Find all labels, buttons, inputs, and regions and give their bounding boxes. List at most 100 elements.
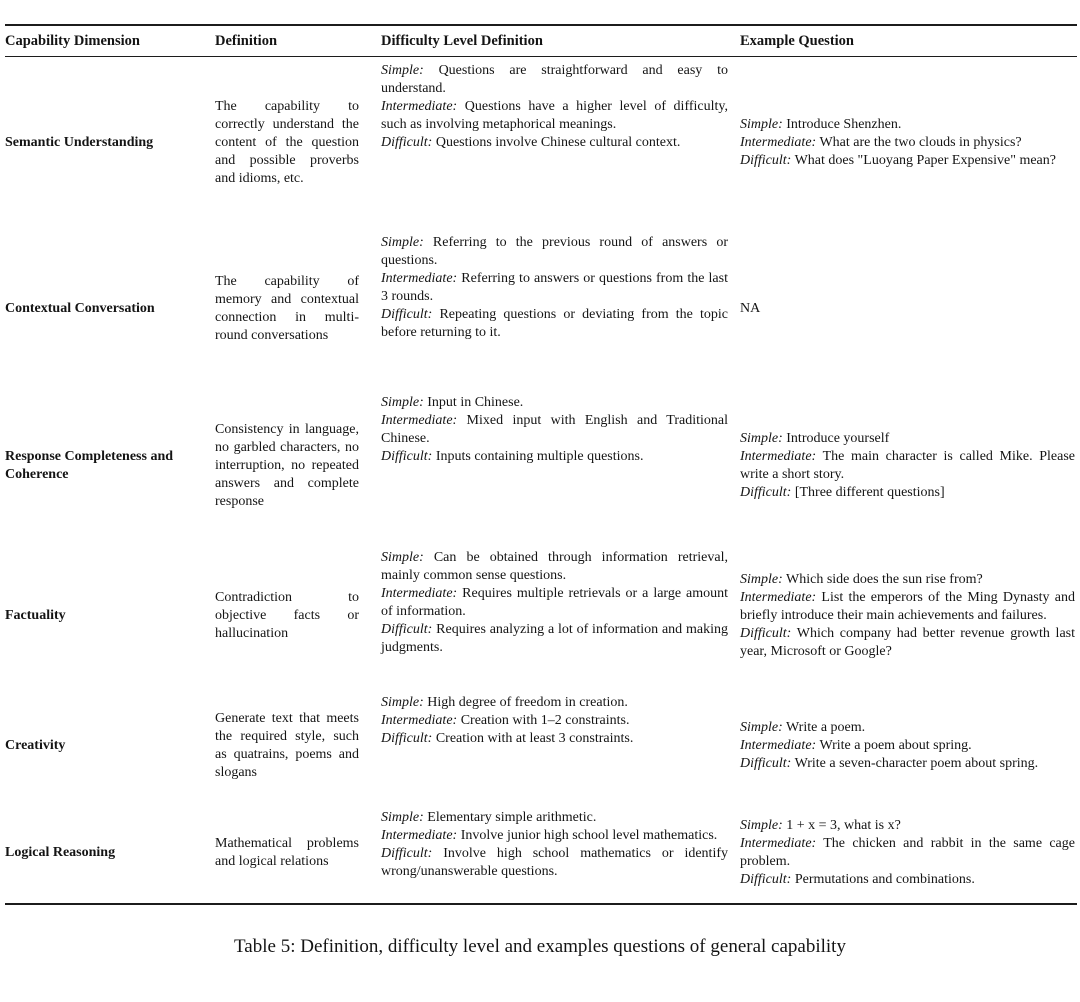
level-entry: Difficult: Write a seven-character poem … bbox=[740, 756, 1039, 771]
level-label: Difficult: bbox=[740, 626, 792, 641]
level-label: Simple: bbox=[381, 394, 424, 410]
cell-difficulty-level-definition: Simple: Can be obtained through informat… bbox=[381, 544, 740, 689]
cell-capability-dimension: Factuality bbox=[5, 608, 66, 623]
level-entry: Simple: 1 + x = 3, what is x? bbox=[740, 818, 901, 833]
level-label: Simple: bbox=[381, 549, 424, 565]
level-label: Intermediate: bbox=[381, 712, 458, 728]
level-entry: Simple: Referring to the previous round … bbox=[381, 234, 728, 268]
level-label: Intermediate: bbox=[381, 99, 458, 114]
level-entry: Simple: Input in Chinese. bbox=[381, 394, 524, 410]
level-entry: Simple: Can be obtained through informat… bbox=[381, 549, 728, 583]
cell-definition: The capability of memory and contextual … bbox=[215, 273, 359, 343]
cell-difficulty-level-definition: Simple: Elementary simple arithmetic. Int… bbox=[381, 804, 740, 904]
table-row: Creativity Generate text that meets the r… bbox=[5, 689, 1077, 804]
cell-difficulty-level-definition: Simple: Referring to the previous round … bbox=[381, 229, 740, 389]
level-entry: Simple: Questions are straightforward an… bbox=[381, 63, 728, 96]
level-label: Simple: bbox=[381, 694, 424, 710]
col-header-difficulty-level-definition: Difficulty Level Definition bbox=[381, 25, 740, 57]
level-label: Difficult: bbox=[381, 448, 433, 464]
level-label: Intermediate: bbox=[381, 827, 458, 843]
level-label: Intermediate: bbox=[740, 134, 817, 150]
level-label: Simple: bbox=[381, 809, 424, 825]
table-row: Semantic Understanding The capability to … bbox=[5, 57, 1077, 229]
level-entry: Intermediate: Mixed input with English a… bbox=[381, 412, 728, 446]
table-row: Contextual Conversation The capability of… bbox=[5, 229, 1077, 389]
level-label: Intermediate: bbox=[381, 412, 458, 428]
cell-example-question: Simple: Which side does the sun rise fro… bbox=[740, 544, 1077, 689]
cell-capability-dimension: Logical Reasoning bbox=[5, 845, 116, 860]
col-header-example-question: Example Question bbox=[740, 25, 1077, 57]
cell-example-question: Simple: Introduce yourself Intermediate: … bbox=[740, 389, 1077, 544]
level-entry: Simple: Which side does the sun rise fro… bbox=[740, 572, 983, 587]
level-entry: Difficult: Inputs containing multiple qu… bbox=[381, 448, 644, 464]
level-label: Simple: bbox=[740, 116, 783, 132]
table-header: Capability Dimension Definition Difficul… bbox=[5, 25, 1077, 57]
level-label: Intermediate: bbox=[740, 590, 817, 605]
cell-difficulty-level-definition: Simple: Questions are straightforward an… bbox=[381, 57, 740, 229]
cell-capability-dimension: Semantic Understanding bbox=[5, 134, 154, 150]
cell-definition: Contradiction to objective facts or hall… bbox=[215, 590, 359, 641]
cell-example-question: Simple: 1 + x = 3, what is x? Intermediat… bbox=[740, 804, 1077, 904]
capability-table-container: Capability Dimension Definition Difficul… bbox=[5, 24, 1077, 905]
table-body: Semantic Understanding The capability to … bbox=[5, 57, 1077, 904]
col-header-definition: Definition bbox=[215, 25, 381, 57]
cell-example-question: NA bbox=[740, 300, 761, 316]
level-entry: Difficult: Questions involve Chinese cul… bbox=[381, 135, 681, 150]
level-entry: Simple: Elementary simple arithmetic. bbox=[381, 809, 597, 825]
header-row: Capability Dimension Definition Difficul… bbox=[5, 25, 1077, 57]
level-label: Difficult: bbox=[381, 135, 433, 150]
level-entry: Intermediate: Involve junior high school… bbox=[381, 827, 718, 843]
level-label: Intermediate: bbox=[740, 836, 817, 851]
cell-definition: Generate text that meets the required st… bbox=[215, 711, 359, 780]
level-label: Intermediate: bbox=[740, 449, 817, 464]
level-entry: Intermediate: What are the two clouds in… bbox=[740, 134, 1022, 150]
level-entry: Simple: Write a poem. bbox=[740, 720, 866, 735]
level-entry: Difficult: Permutations and combinations… bbox=[740, 872, 975, 887]
level-label: Simple: bbox=[381, 63, 424, 78]
level-entry: Intermediate: Requires multiple retrieva… bbox=[381, 585, 728, 619]
level-entry: Simple: Introduce Shenzhen. bbox=[740, 116, 902, 132]
level-entry: Simple: Introduce yourself bbox=[740, 431, 890, 446]
table-row: Response Completeness and Coherence Consi… bbox=[5, 389, 1077, 544]
cell-difficulty-level-definition: Simple: High degree of freedom in creati… bbox=[381, 689, 740, 804]
col-header-capability-dimension: Capability Dimension bbox=[5, 25, 215, 57]
level-entry: Difficult: [Three different questions] bbox=[740, 485, 945, 500]
level-entry: Intermediate: List the emperors of the M… bbox=[740, 590, 1075, 623]
level-label: Intermediate: bbox=[381, 585, 458, 601]
level-label: Simple: bbox=[740, 720, 783, 735]
table-caption: Table 5: Definition, difficulty level an… bbox=[234, 936, 846, 957]
cell-definition: Consistency in language, no garbled char… bbox=[215, 422, 359, 509]
table-row: Logical Reasoning Mathematical problems a… bbox=[5, 804, 1077, 904]
level-entry: Difficult: Requires analyzing a lot of i… bbox=[381, 621, 728, 655]
level-entry: Intermediate: The chicken and rabbit in … bbox=[740, 836, 1075, 869]
cell-example-question: Simple: Write a poem. Intermediate: Write… bbox=[740, 689, 1077, 804]
level-label: Simple: bbox=[381, 234, 424, 250]
level-entry: Intermediate: The main character is call… bbox=[740, 449, 1075, 482]
cell-capability-dimension: Contextual Conversation bbox=[5, 300, 155, 316]
cell-capability-dimension: Response Completeness and Coherence bbox=[5, 449, 174, 482]
level-label: Simple: bbox=[740, 818, 783, 833]
level-entry: Difficult: Creation with at least 3 cons… bbox=[381, 730, 634, 746]
capability-table: Capability Dimension Definition Difficul… bbox=[5, 24, 1077, 905]
level-label: Difficult: bbox=[381, 621, 433, 637]
level-entry: Simple: High degree of freedom in creati… bbox=[381, 694, 628, 710]
level-label: Difficult: bbox=[381, 730, 433, 746]
cell-capability-dimension: Creativity bbox=[5, 738, 66, 753]
cell-definition: Mathematical problems and logical relati… bbox=[215, 836, 359, 869]
level-entry: Intermediate: Write a poem about spring. bbox=[740, 738, 972, 753]
level-entry: Difficult: Repeating questions or deviat… bbox=[381, 306, 728, 340]
table-row: Factuality Contradiction to objective fac… bbox=[5, 544, 1077, 689]
level-label: Difficult: bbox=[740, 756, 792, 771]
level-label: Difficult: bbox=[740, 872, 792, 887]
cell-definition: The capability to correctly understand t… bbox=[215, 98, 359, 186]
level-entry: Intermediate: Referring to answers or qu… bbox=[381, 270, 728, 304]
level-label: Intermediate: bbox=[381, 270, 458, 286]
level-entry: Intermediate: Questions have a higher le… bbox=[381, 99, 728, 132]
level-label: Difficult: bbox=[740, 485, 792, 500]
level-label: Simple: bbox=[740, 572, 783, 587]
level-label: Simple: bbox=[740, 431, 783, 446]
level-entry: Difficult: Which company had better reve… bbox=[740, 626, 1075, 659]
level-entry: Difficult: Involve high school mathemati… bbox=[381, 845, 728, 879]
level-entry: Difficult: What does "Luoyang Paper Expe… bbox=[740, 152, 1056, 168]
level-label: Difficult: bbox=[740, 152, 792, 168]
